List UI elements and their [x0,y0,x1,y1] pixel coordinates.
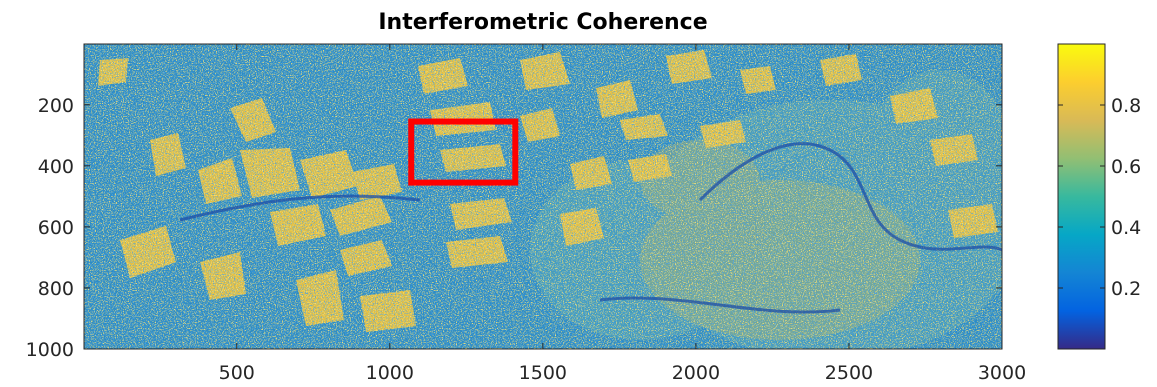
colorbar-axis: 0.2 0.4 0.6 0.8 [1058,95,1141,300]
heatmap-image [84,44,1002,349]
speckle-blue [84,44,1002,349]
colorbar-tick-label: 0.6 [1111,156,1141,178]
y-tick-label: 200 [38,95,74,117]
x-tick-label: 1000 [366,362,414,384]
x-axis: 500 1000 1500 2000 2500 3000 [219,44,1026,384]
x-tick-label: 500 [219,362,255,384]
x-tick-label: 2000 [672,362,720,384]
colorbar-tick-label: 0.8 [1111,95,1141,117]
x-tick-label: 1500 [519,362,567,384]
low-coherence-lines [179,142,1002,314]
y-axis: 200 400 600 800 1000 [26,95,1002,361]
y-tick-label: 800 [38,278,74,300]
y-tick-label: 600 [38,217,74,239]
chart-title: Interferometric Coherence [378,10,707,35]
region-of-interest-box [408,118,519,186]
x-tick-label: 3000 [978,362,1026,384]
colorbar-tick-label: 0.4 [1111,217,1141,239]
colorbar-tick-label: 0.2 [1111,278,1141,300]
colorbar [1057,43,1106,350]
y-tick-label: 400 [38,156,74,178]
y-tick-label: 1000 [26,339,74,361]
x-tick-label: 2500 [825,362,873,384]
